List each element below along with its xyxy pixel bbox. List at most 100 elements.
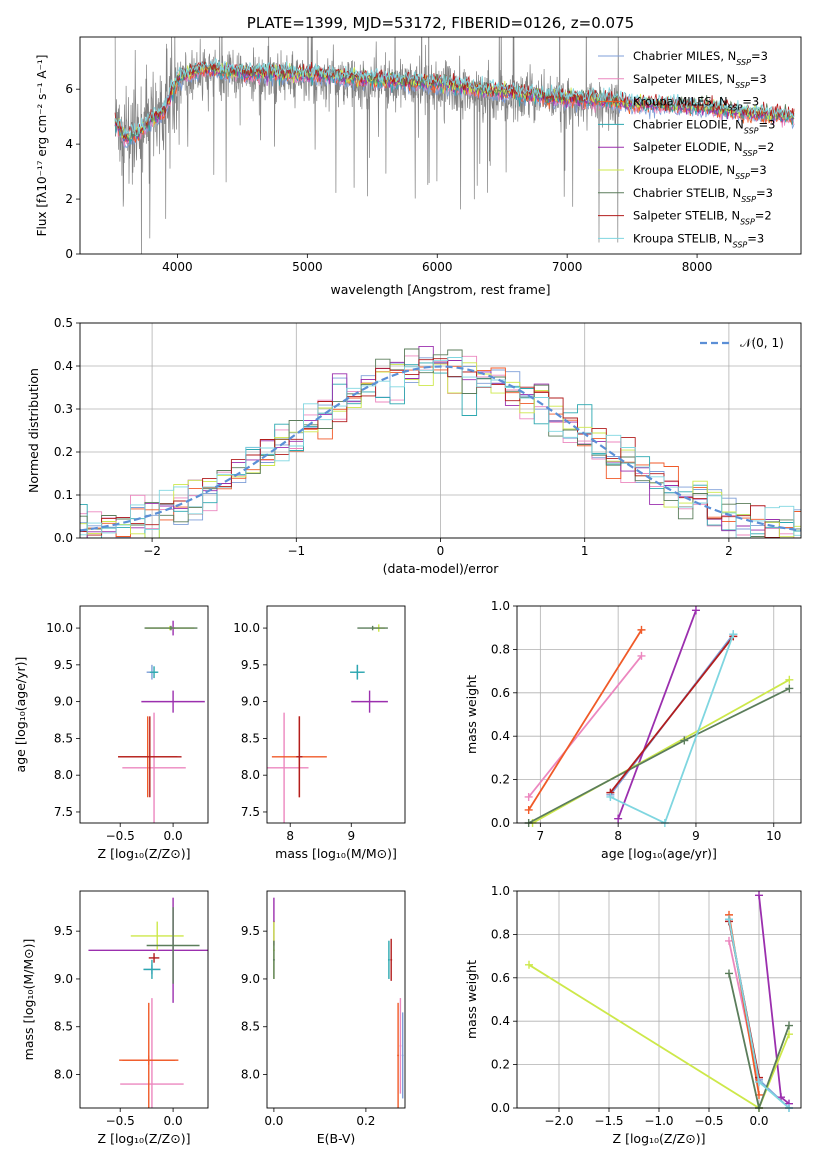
x-tick-label: 9 — [347, 829, 355, 843]
x-axis-label: mass [log₁₀(M/M⊙)] — [275, 846, 397, 861]
y-tick-label: 0.2 — [54, 445, 73, 459]
legend-entry-1: Chabrier MILES, NSSP=3 — [633, 49, 768, 67]
y-axis-label: mass weight — [464, 675, 479, 754]
x-tick-label: 9 — [692, 829, 700, 843]
weight_vs_age-axes — [513, 605, 801, 827]
y-tick-label: 8.0 — [241, 1068, 260, 1082]
x-axis-label: Z [log₁₀(Z/Z⊙)] — [613, 1131, 706, 1146]
y-tick-label: 0.0 — [54, 531, 73, 545]
weight-marker-c9 — [755, 1077, 763, 1086]
x-axis-label: age [log₁₀(age/yr)] — [601, 846, 717, 861]
x-tick-label: −1.0 — [644, 1114, 673, 1128]
observed-spectrum-line — [114, 37, 620, 254]
x-tick-label: −1 — [287, 544, 305, 558]
legend-entry-8: Salpeter STELIB, NSSP=2 — [633, 209, 772, 227]
y-tick-label: 4 — [65, 137, 73, 151]
y-tick-label: 0.0 — [491, 816, 510, 830]
x-tick-label: 0.0 — [164, 1114, 183, 1128]
y-tick-label: 0.4 — [491, 729, 510, 743]
y-tick-label: 8.0 — [54, 1068, 73, 1082]
y-axis-label: Normed distribution — [26, 368, 41, 493]
weight-marker-c7 — [725, 969, 733, 978]
legend-entry-normal: 𝒩(0, 1) — [740, 336, 784, 350]
mass_vs_EBV-axes — [263, 930, 367, 1112]
y-tick-label: 0.8 — [491, 927, 510, 941]
legend-entry-9: Kroupa STELIB, NSSP=3 — [633, 231, 764, 249]
weight-marker-c3 — [524, 805, 533, 814]
y-axis-label: Flux [fλ10⁻¹⁷ erg cm⁻² s⁻¹ A⁻¹] — [35, 55, 49, 237]
x-axis-label: wavelength [Angstrom, rest frame] — [330, 282, 550, 297]
y-tick-label: 8.0 — [241, 768, 260, 782]
x-tick-label: 8 — [614, 829, 622, 843]
weight-marker-c9 — [606, 792, 615, 801]
legend-entry-5: Salpeter ELODIE, NSSP=2 — [633, 140, 774, 158]
axes-frame — [79, 605, 209, 824]
weight-marker-c9 — [729, 630, 738, 639]
axes-frame — [79, 36, 802, 255]
weight-line-c2 — [527, 655, 643, 798]
weight-line-c3 — [527, 629, 643, 811]
x-tick-label: 5000 — [292, 260, 323, 274]
weight-line-c5 — [617, 609, 697, 820]
model-spectrum-line-c9 — [114, 57, 795, 139]
x-tick-label: −0.5 — [106, 829, 135, 843]
y-tick-label: 0.2 — [491, 773, 510, 787]
weight-marker-c5 — [777, 1093, 785, 1102]
y-tick-label: 0.6 — [491, 686, 510, 700]
legend-entry-6: Kroupa ELODIE, NSSP=3 — [633, 163, 767, 181]
y-tick-label: 9.0 — [241, 695, 260, 709]
residual-histogram-c6 — [80, 362, 801, 538]
weight-marker-c2 — [725, 936, 733, 945]
weight-marker-c5 — [691, 606, 700, 615]
x-tick-label: 0.0 — [264, 1114, 283, 1128]
weight-marker-c7 — [680, 736, 689, 745]
y-tick-label: 0.2 — [491, 1058, 510, 1072]
x-tick-label: −2 — [143, 544, 161, 558]
y-tick-label: 8.5 — [241, 731, 260, 745]
weight-marker-c3 — [637, 625, 646, 634]
y-tick-label: 0.1 — [54, 488, 73, 502]
x-tick-label: −0.5 — [106, 1114, 135, 1128]
y-axis-label: mass [log₁₀(M/M⊙)] — [21, 939, 36, 1061]
y-tick-label: 0.5 — [54, 316, 73, 330]
axes-frame — [266, 890, 406, 1109]
x-tick-label: 0 — [437, 544, 445, 558]
y-tick-label: 7.5 — [241, 805, 260, 819]
chart-title: PLATE=1399, MJD=53172, FIBERID=0126, z=0… — [247, 14, 634, 32]
y-tick-label: 9.5 — [54, 924, 73, 938]
x-tick-label: 8000 — [682, 260, 713, 274]
weight-line-c8 — [609, 635, 735, 794]
y-tick-label: 1.0 — [491, 599, 510, 613]
legend-entry-3: Kroupa MILES, NSSP=3 — [633, 95, 759, 113]
y-tick-label: 1.0 — [491, 884, 510, 898]
weight-marker-c5 — [614, 814, 623, 823]
residual-histogram-c7 — [80, 348, 801, 537]
y-tick-label: 9.0 — [54, 695, 73, 709]
spectrum-axes — [76, 88, 698, 258]
y-tick-label: 7.5 — [54, 805, 73, 819]
legend-entry-7: Chabrier STELIB, NSSP=3 — [633, 186, 773, 204]
legend-entry-4: Chabrier ELODIE, NSSP=3 — [633, 117, 775, 135]
weight-marker-c2 — [524, 792, 533, 801]
weight-marker-c6 — [785, 675, 794, 684]
x-axis-label: Z [log₁₀(Z/Z⊙)] — [98, 1131, 191, 1146]
y-tick-label: 8.5 — [241, 1020, 260, 1034]
weight-line-c9 — [610, 633, 735, 825]
x-axis-label: (data-model)/error — [383, 561, 500, 576]
x-tick-label: 6000 — [422, 260, 453, 274]
y-tick-label: 0.8 — [491, 642, 510, 656]
y-tick-label: 0.6 — [491, 971, 510, 985]
y-tick-label: 6 — [65, 82, 73, 96]
axes-frame — [516, 890, 802, 1109]
x-tick-label: 2 — [725, 544, 733, 558]
x-tick-label: −1.5 — [594, 1114, 623, 1128]
age_vs_Z-axes — [76, 627, 174, 827]
y-tick-label: 10.0 — [46, 621, 73, 635]
axes-frame — [79, 890, 209, 1109]
y-tick-label: 9.0 — [54, 972, 73, 986]
weight-marker-c2 — [637, 651, 646, 660]
y-tick-label: 8.5 — [54, 1020, 73, 1034]
y-tick-label: 8.5 — [54, 731, 73, 745]
y-axis-label: age [log₁₀(age/yr)] — [13, 657, 28, 773]
y-tick-label: 9.5 — [241, 658, 260, 672]
